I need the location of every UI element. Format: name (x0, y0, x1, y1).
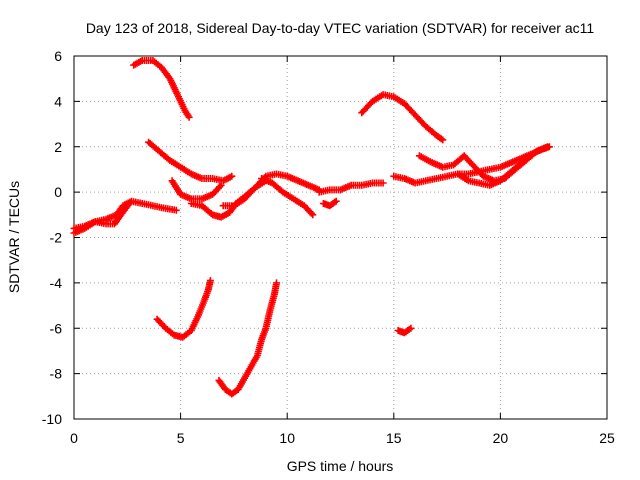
x-axis-tick-labels: 0 5 10 15 20 25 (70, 430, 615, 446)
y-tick-label: 4 (54, 93, 62, 109)
x-tick-label: 20 (493, 430, 509, 446)
y-tick-label: -2 (50, 230, 63, 246)
series-arc-neg-6 (153, 277, 214, 341)
series-markers (153, 277, 214, 341)
series-arc-center-right (315, 179, 387, 196)
series-arc-high-left (130, 57, 193, 121)
y-tick-label: 6 (54, 48, 62, 64)
series-markers (358, 91, 447, 144)
series-arc-center-drop (258, 175, 317, 219)
series-arc-mid-left-lower (168, 177, 225, 203)
plot-frame (73, 55, 608, 420)
axis-ticks (73, 55, 608, 420)
x-tick-label: 25 (599, 430, 615, 446)
grid-lines (74, 56, 607, 419)
y-tick-label: 0 (54, 184, 62, 200)
series-markers (258, 175, 317, 219)
x-tick-label: 0 (70, 430, 78, 446)
series-arc-blip (319, 197, 340, 210)
series-markers (394, 324, 415, 337)
y-tick-label: -10 (42, 411, 62, 427)
x-tick-label: 5 (177, 430, 185, 446)
series-arc-small (394, 324, 415, 337)
series-markers (215, 279, 280, 398)
y-tick-label: 2 (54, 139, 62, 155)
y-axis-tick-labels: -10 -8 -6 -4 -2 0 2 4 6 (42, 48, 62, 427)
series-markers (319, 197, 340, 210)
series-arc-neg-8 (215, 279, 280, 398)
x-tick-label: 10 (279, 430, 295, 446)
y-tick-label: -8 (50, 366, 63, 382)
series-arc-mid-left (145, 138, 236, 185)
y-axis-label: SDTVAR / TECUs (6, 181, 22, 293)
data-series (70, 57, 553, 398)
series-arc-high-right (358, 91, 447, 144)
series-markers (315, 179, 387, 196)
series-markers (130, 57, 193, 121)
y-tick-label: -6 (50, 320, 63, 336)
series-markers (145, 138, 236, 185)
chart-title: Day 123 of 2018, Sidereal Day-to-day VTE… (86, 20, 595, 36)
series-arc-right-lower (454, 159, 526, 189)
x-tick-label: 15 (386, 430, 402, 446)
x-axis-label: GPS time / hours (287, 458, 394, 474)
y-tick-label: -4 (50, 275, 63, 291)
series-arc-low-secondary (70, 200, 133, 237)
